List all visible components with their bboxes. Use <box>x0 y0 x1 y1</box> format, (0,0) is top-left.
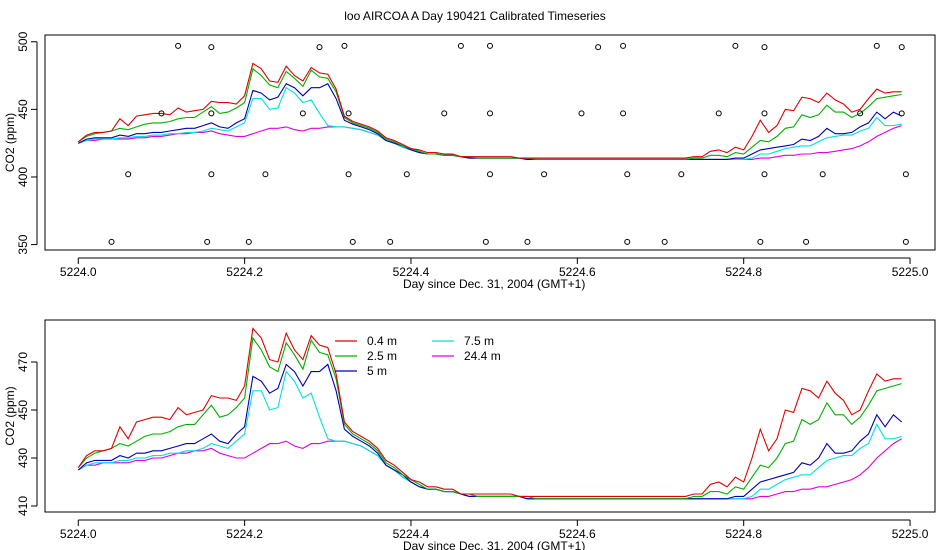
x-tick-label: 5224.6 <box>559 265 596 279</box>
y-tick-label: 400 <box>16 167 30 187</box>
x-tick-label: 5224.8 <box>725 527 762 541</box>
marker-point <box>898 110 905 117</box>
marker-point <box>761 110 768 117</box>
marker-point <box>761 171 768 178</box>
x-tick-label: 5224.0 <box>60 527 97 541</box>
marker-point <box>902 238 909 245</box>
marker-point <box>803 238 810 245</box>
x-tick-label: 5224.4 <box>393 527 430 541</box>
marker-point <box>175 42 182 49</box>
marker-point <box>487 110 493 117</box>
marker-point <box>341 42 348 49</box>
marker-point <box>158 110 165 117</box>
y-tick-label: 410 <box>16 496 30 516</box>
y-tick-label: 470 <box>16 352 30 372</box>
marker-point <box>761 44 768 51</box>
x-axis-label: Day since Dec. 31, 2004 (GMT+1) <box>403 277 585 291</box>
marker-point <box>387 238 394 245</box>
marker-point <box>457 42 464 49</box>
marker-point <box>403 171 410 178</box>
marker-point <box>541 171 548 178</box>
marker-point <box>208 171 215 178</box>
marker-point <box>441 110 448 117</box>
plot-frame <box>44 319 936 513</box>
series-line-5-m <box>78 82 902 160</box>
series-line-5-m <box>77 363 903 500</box>
panel-bottom: 5224.0 5224.2 5224.4 5224.6 5224.8 5225.0 Day … <box>3 319 936 550</box>
marker-point <box>345 171 352 178</box>
marker-point <box>624 238 631 245</box>
x-axis-label: Day since Dec. 31, 2004 (GMT+1) <box>403 539 585 550</box>
x-tick-label: 5224.2 <box>226 527 263 541</box>
marker-point <box>125 171 132 178</box>
marker-point <box>624 171 631 178</box>
marker-point <box>482 238 489 245</box>
series-line-2-5-m <box>78 67 902 160</box>
y-tick-label: 430 <box>16 448 30 468</box>
marker-point <box>898 44 905 51</box>
marker-point <box>678 171 685 178</box>
x-tick-label: 5224.8 <box>725 265 762 279</box>
x-tick-label: 5224.0 <box>60 265 97 279</box>
marker-point <box>204 238 211 245</box>
y-tick-label: 350 <box>16 234 30 254</box>
x-tick-label: 5225.0 <box>892 527 929 541</box>
y-axis-label: CO2 (ppm) <box>3 386 17 445</box>
x-tick-label: 5224.2 <box>226 265 263 279</box>
marker-point <box>620 42 627 49</box>
chart-title: loo AIRCOA A Day 190421 Calibrated Times… <box>344 9 605 23</box>
series-line-24-4-m <box>78 438 902 500</box>
legend-label: 5 m <box>367 364 387 378</box>
plot-frame <box>44 34 936 251</box>
x-tick-label: 5225.0 <box>892 265 929 279</box>
marker-point <box>902 171 909 178</box>
y-tick-label: 450 <box>16 99 30 119</box>
marker-point <box>857 110 864 117</box>
marker-point <box>524 238 531 245</box>
marker-point <box>819 171 826 178</box>
legend-label: 7.5 m <box>464 334 494 348</box>
legend-label: 24.4 m <box>464 349 501 363</box>
marker-point <box>661 238 668 245</box>
marker-point <box>873 42 880 49</box>
series-line-2-5-m <box>77 336 902 500</box>
x-tick-label: 5224.4 <box>393 265 430 279</box>
marker-point <box>299 110 306 117</box>
marker-point <box>108 238 115 245</box>
marker-point <box>715 110 722 117</box>
marker-point <box>487 171 493 178</box>
series-line-0-4-m <box>77 62 902 159</box>
marker-point <box>208 44 215 51</box>
y-tick-label: 500 <box>16 31 30 51</box>
marker-point <box>578 110 585 117</box>
series-line-0-4-m <box>77 327 902 497</box>
marker-point <box>316 44 323 51</box>
marker-point <box>487 42 493 49</box>
marker-point <box>757 238 764 245</box>
marker-point <box>620 110 627 117</box>
marker-point <box>245 238 252 245</box>
marker-point <box>349 238 356 245</box>
marker-point <box>732 42 739 49</box>
y-tick-label: 450 <box>16 400 30 420</box>
legend-label: 2.5 m <box>367 349 397 363</box>
marker-point <box>262 171 269 178</box>
marker-point <box>208 110 215 117</box>
x-tick-label: 5224.6 <box>559 527 596 541</box>
marker-point <box>345 110 352 117</box>
legend-label: 0.4 m <box>367 334 397 348</box>
marker-point <box>595 44 602 51</box>
panel-top: 5224.0 5224.2 5224.4 5224.6 5224.8 5225.0 Day … <box>3 31 936 291</box>
y-axis-label: CO2 (ppm) <box>3 113 17 172</box>
